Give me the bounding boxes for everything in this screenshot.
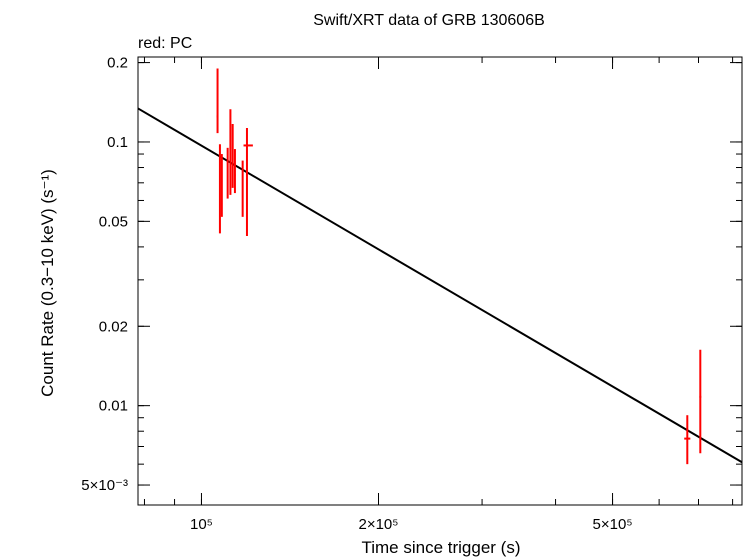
- data-point: [233, 149, 236, 194]
- x-tick-label: 5×10⁵: [593, 516, 633, 533]
- y-tick-label: 5×10⁻³: [81, 477, 128, 494]
- data-point: [241, 160, 244, 217]
- y-tick-label: 0.01: [99, 398, 128, 415]
- y-axis-label: Count Rate (0.3−10 keV) (s⁻¹): [38, 169, 57, 397]
- data-point: [216, 68, 219, 134]
- axis-ticks: 10⁵ 2×10⁵ 5×10⁵ 0.2 0.1 0.05 0.02 0.01 5×10⁻³: [81, 55, 742, 533]
- fit-line: [137, 107, 743, 464]
- chart-title: Swift/XRT data of GRB 130606B: [313, 12, 545, 29]
- data-point: [229, 109, 232, 195]
- data-point: [699, 349, 702, 454]
- x-tick-label: 10⁵: [190, 516, 213, 533]
- data-layer: [137, 68, 743, 465]
- chart-subtitle: red: PC: [138, 35, 192, 52]
- data-point: [226, 147, 229, 199]
- data-point: [684, 415, 691, 465]
- x-tick-label: 2×10⁵: [358, 516, 398, 533]
- y-tick-label: 0.05: [99, 213, 128, 230]
- data-point: [220, 154, 223, 217]
- y-tick-label: 0.1: [107, 134, 128, 151]
- plot-frame: [137, 56, 743, 506]
- x-axis-label: Time since trigger (s): [361, 538, 520, 557]
- y-tick-label: 0.02: [99, 318, 128, 335]
- data-point: [231, 123, 234, 188]
- data-point: [218, 144, 221, 234]
- data-point: [243, 127, 253, 236]
- y-tick-label: 0.2: [107, 55, 128, 72]
